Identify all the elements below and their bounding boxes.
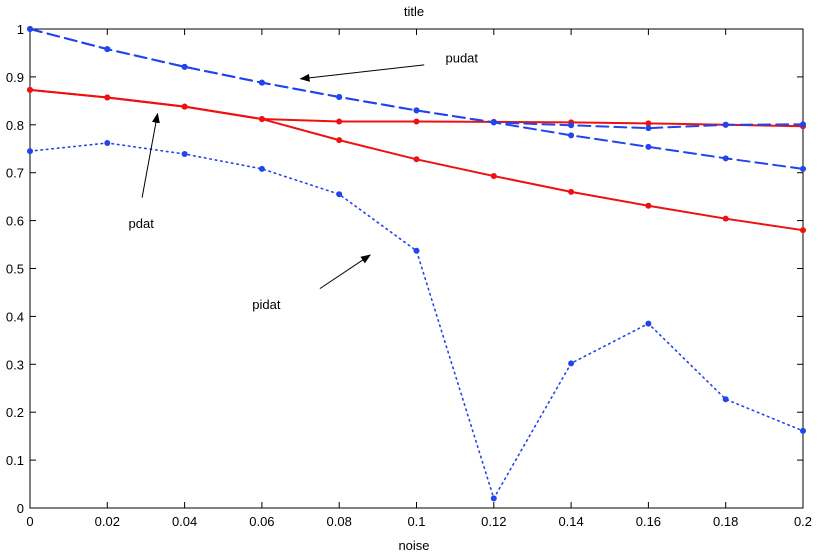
annotation-arrow xyxy=(319,254,371,290)
data-point xyxy=(336,94,343,101)
annotation-arrow xyxy=(299,64,425,82)
y-tick-label: 0.2 xyxy=(6,405,24,420)
annotation-pdat: pdat xyxy=(129,112,160,231)
y-tick-label: 0.6 xyxy=(6,214,24,229)
data-point xyxy=(413,118,420,125)
data-point xyxy=(258,79,265,86)
data-point xyxy=(104,46,111,53)
series-line xyxy=(29,142,804,500)
annotation-pidat: pidat xyxy=(252,254,371,312)
x-tick-label: 0 xyxy=(26,514,33,529)
annotation-pudat: pudat xyxy=(299,51,478,82)
data-point xyxy=(645,202,652,209)
data-point xyxy=(568,360,575,367)
data-point xyxy=(490,173,497,180)
data-point xyxy=(722,155,729,162)
data-point xyxy=(722,121,729,128)
data-point xyxy=(104,140,111,147)
y-tick-label: 0.3 xyxy=(6,357,24,372)
data-point xyxy=(181,103,188,110)
series-5 xyxy=(27,140,806,502)
y-tick-label: 0.7 xyxy=(6,166,24,181)
data-point xyxy=(800,427,806,434)
plot-frame xyxy=(29,28,804,509)
data-point xyxy=(800,121,806,128)
data-point xyxy=(645,143,652,150)
series-4 xyxy=(27,26,806,172)
x-axis-label: noise xyxy=(398,538,429,553)
x-tick-label: 0.12 xyxy=(481,514,506,529)
x-tick-label: 0.08 xyxy=(327,514,352,529)
series-3 xyxy=(27,26,806,132)
data-point xyxy=(800,227,806,234)
data-point xyxy=(490,495,497,502)
y-tick-label: 0.4 xyxy=(6,309,24,324)
data-point xyxy=(258,165,265,172)
data-point xyxy=(336,137,343,144)
y-tick-label: 0.1 xyxy=(6,453,24,468)
data-point xyxy=(27,26,33,32)
annotation-arrow xyxy=(141,112,160,198)
x-tick-label: 0.18 xyxy=(713,514,738,529)
data-point xyxy=(413,156,420,163)
data-point xyxy=(336,118,343,125)
data-point xyxy=(181,151,188,158)
y-tick-label: 0 xyxy=(17,501,24,516)
x-tick-label: 0.06 xyxy=(249,514,274,529)
data-point xyxy=(104,94,111,101)
data-point xyxy=(568,132,575,139)
data-point xyxy=(645,120,652,127)
y-tick-label: 1 xyxy=(17,22,24,37)
data-point xyxy=(568,188,575,195)
data-point xyxy=(722,215,729,222)
annotation-label: pidat xyxy=(252,297,281,312)
data-point xyxy=(568,122,575,129)
y-tick-label: 0.5 xyxy=(6,262,24,277)
y-tick-label: 0.8 xyxy=(6,118,24,133)
x-tick-label: 0.14 xyxy=(558,514,583,529)
data-point xyxy=(722,396,729,403)
annotation-label: pudat xyxy=(445,51,478,66)
series-2 xyxy=(27,86,806,234)
x-tick-label: 0.2 xyxy=(794,514,812,529)
x-tick-label: 0.02 xyxy=(95,514,120,529)
x-tick-label: 0.1 xyxy=(407,514,425,529)
chart-title: title xyxy=(404,4,424,19)
data-point xyxy=(27,148,33,155)
x-tick-label: 0.16 xyxy=(636,514,661,529)
data-point xyxy=(336,191,343,198)
y-tick-label: 0.9 xyxy=(6,70,24,85)
data-point xyxy=(27,86,33,93)
data-point xyxy=(413,107,420,114)
data-point xyxy=(645,320,652,327)
data-point xyxy=(181,63,188,70)
data-point xyxy=(413,247,420,254)
data-point xyxy=(258,116,265,123)
annotation-label: pdat xyxy=(129,216,155,231)
data-point xyxy=(645,125,652,132)
data-point xyxy=(490,119,497,126)
data-point xyxy=(800,165,806,172)
x-tick-label: 0.04 xyxy=(172,514,197,529)
